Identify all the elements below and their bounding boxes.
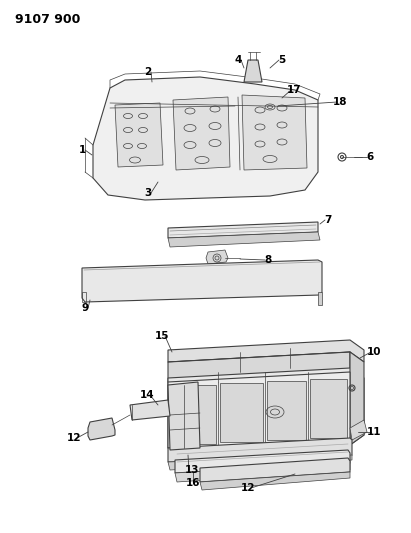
Text: 17: 17 bbox=[287, 85, 301, 95]
Polygon shape bbox=[173, 97, 230, 170]
Polygon shape bbox=[168, 368, 364, 448]
Text: 15: 15 bbox=[155, 331, 169, 341]
Polygon shape bbox=[310, 379, 347, 438]
Polygon shape bbox=[168, 382, 200, 450]
Text: 14: 14 bbox=[140, 390, 154, 400]
Text: 6: 6 bbox=[366, 152, 374, 162]
Polygon shape bbox=[130, 400, 170, 420]
Polygon shape bbox=[168, 340, 364, 362]
Text: 3: 3 bbox=[144, 188, 152, 198]
Text: 9: 9 bbox=[81, 303, 88, 313]
Polygon shape bbox=[318, 292, 322, 305]
Polygon shape bbox=[350, 420, 367, 440]
Polygon shape bbox=[350, 352, 364, 445]
Polygon shape bbox=[200, 458, 350, 482]
Polygon shape bbox=[170, 385, 216, 444]
Text: 5: 5 bbox=[278, 55, 286, 65]
Polygon shape bbox=[168, 232, 320, 247]
Polygon shape bbox=[168, 352, 350, 382]
Polygon shape bbox=[220, 383, 263, 442]
Text: 2: 2 bbox=[144, 67, 152, 77]
Polygon shape bbox=[115, 103, 163, 167]
Polygon shape bbox=[244, 60, 262, 82]
Text: 12: 12 bbox=[67, 433, 81, 443]
Polygon shape bbox=[168, 372, 350, 448]
Text: 7: 7 bbox=[324, 215, 332, 225]
Text: 12: 12 bbox=[241, 483, 255, 493]
Polygon shape bbox=[242, 95, 307, 170]
Polygon shape bbox=[168, 455, 352, 470]
Polygon shape bbox=[93, 77, 318, 200]
Text: 18: 18 bbox=[333, 97, 347, 107]
Text: 9107 900: 9107 900 bbox=[15, 13, 81, 26]
Polygon shape bbox=[175, 463, 350, 482]
Polygon shape bbox=[206, 250, 228, 264]
Text: 4: 4 bbox=[234, 55, 242, 65]
Polygon shape bbox=[175, 450, 350, 473]
Polygon shape bbox=[168, 438, 352, 462]
Polygon shape bbox=[267, 381, 306, 440]
Text: 13: 13 bbox=[185, 465, 199, 475]
Polygon shape bbox=[88, 418, 115, 440]
Polygon shape bbox=[82, 260, 322, 302]
Text: 11: 11 bbox=[367, 427, 381, 437]
Text: 1: 1 bbox=[79, 145, 85, 155]
Text: 16: 16 bbox=[186, 478, 200, 488]
Text: 8: 8 bbox=[264, 255, 272, 265]
Polygon shape bbox=[168, 222, 318, 238]
Text: 10: 10 bbox=[367, 347, 381, 357]
Polygon shape bbox=[200, 472, 350, 490]
